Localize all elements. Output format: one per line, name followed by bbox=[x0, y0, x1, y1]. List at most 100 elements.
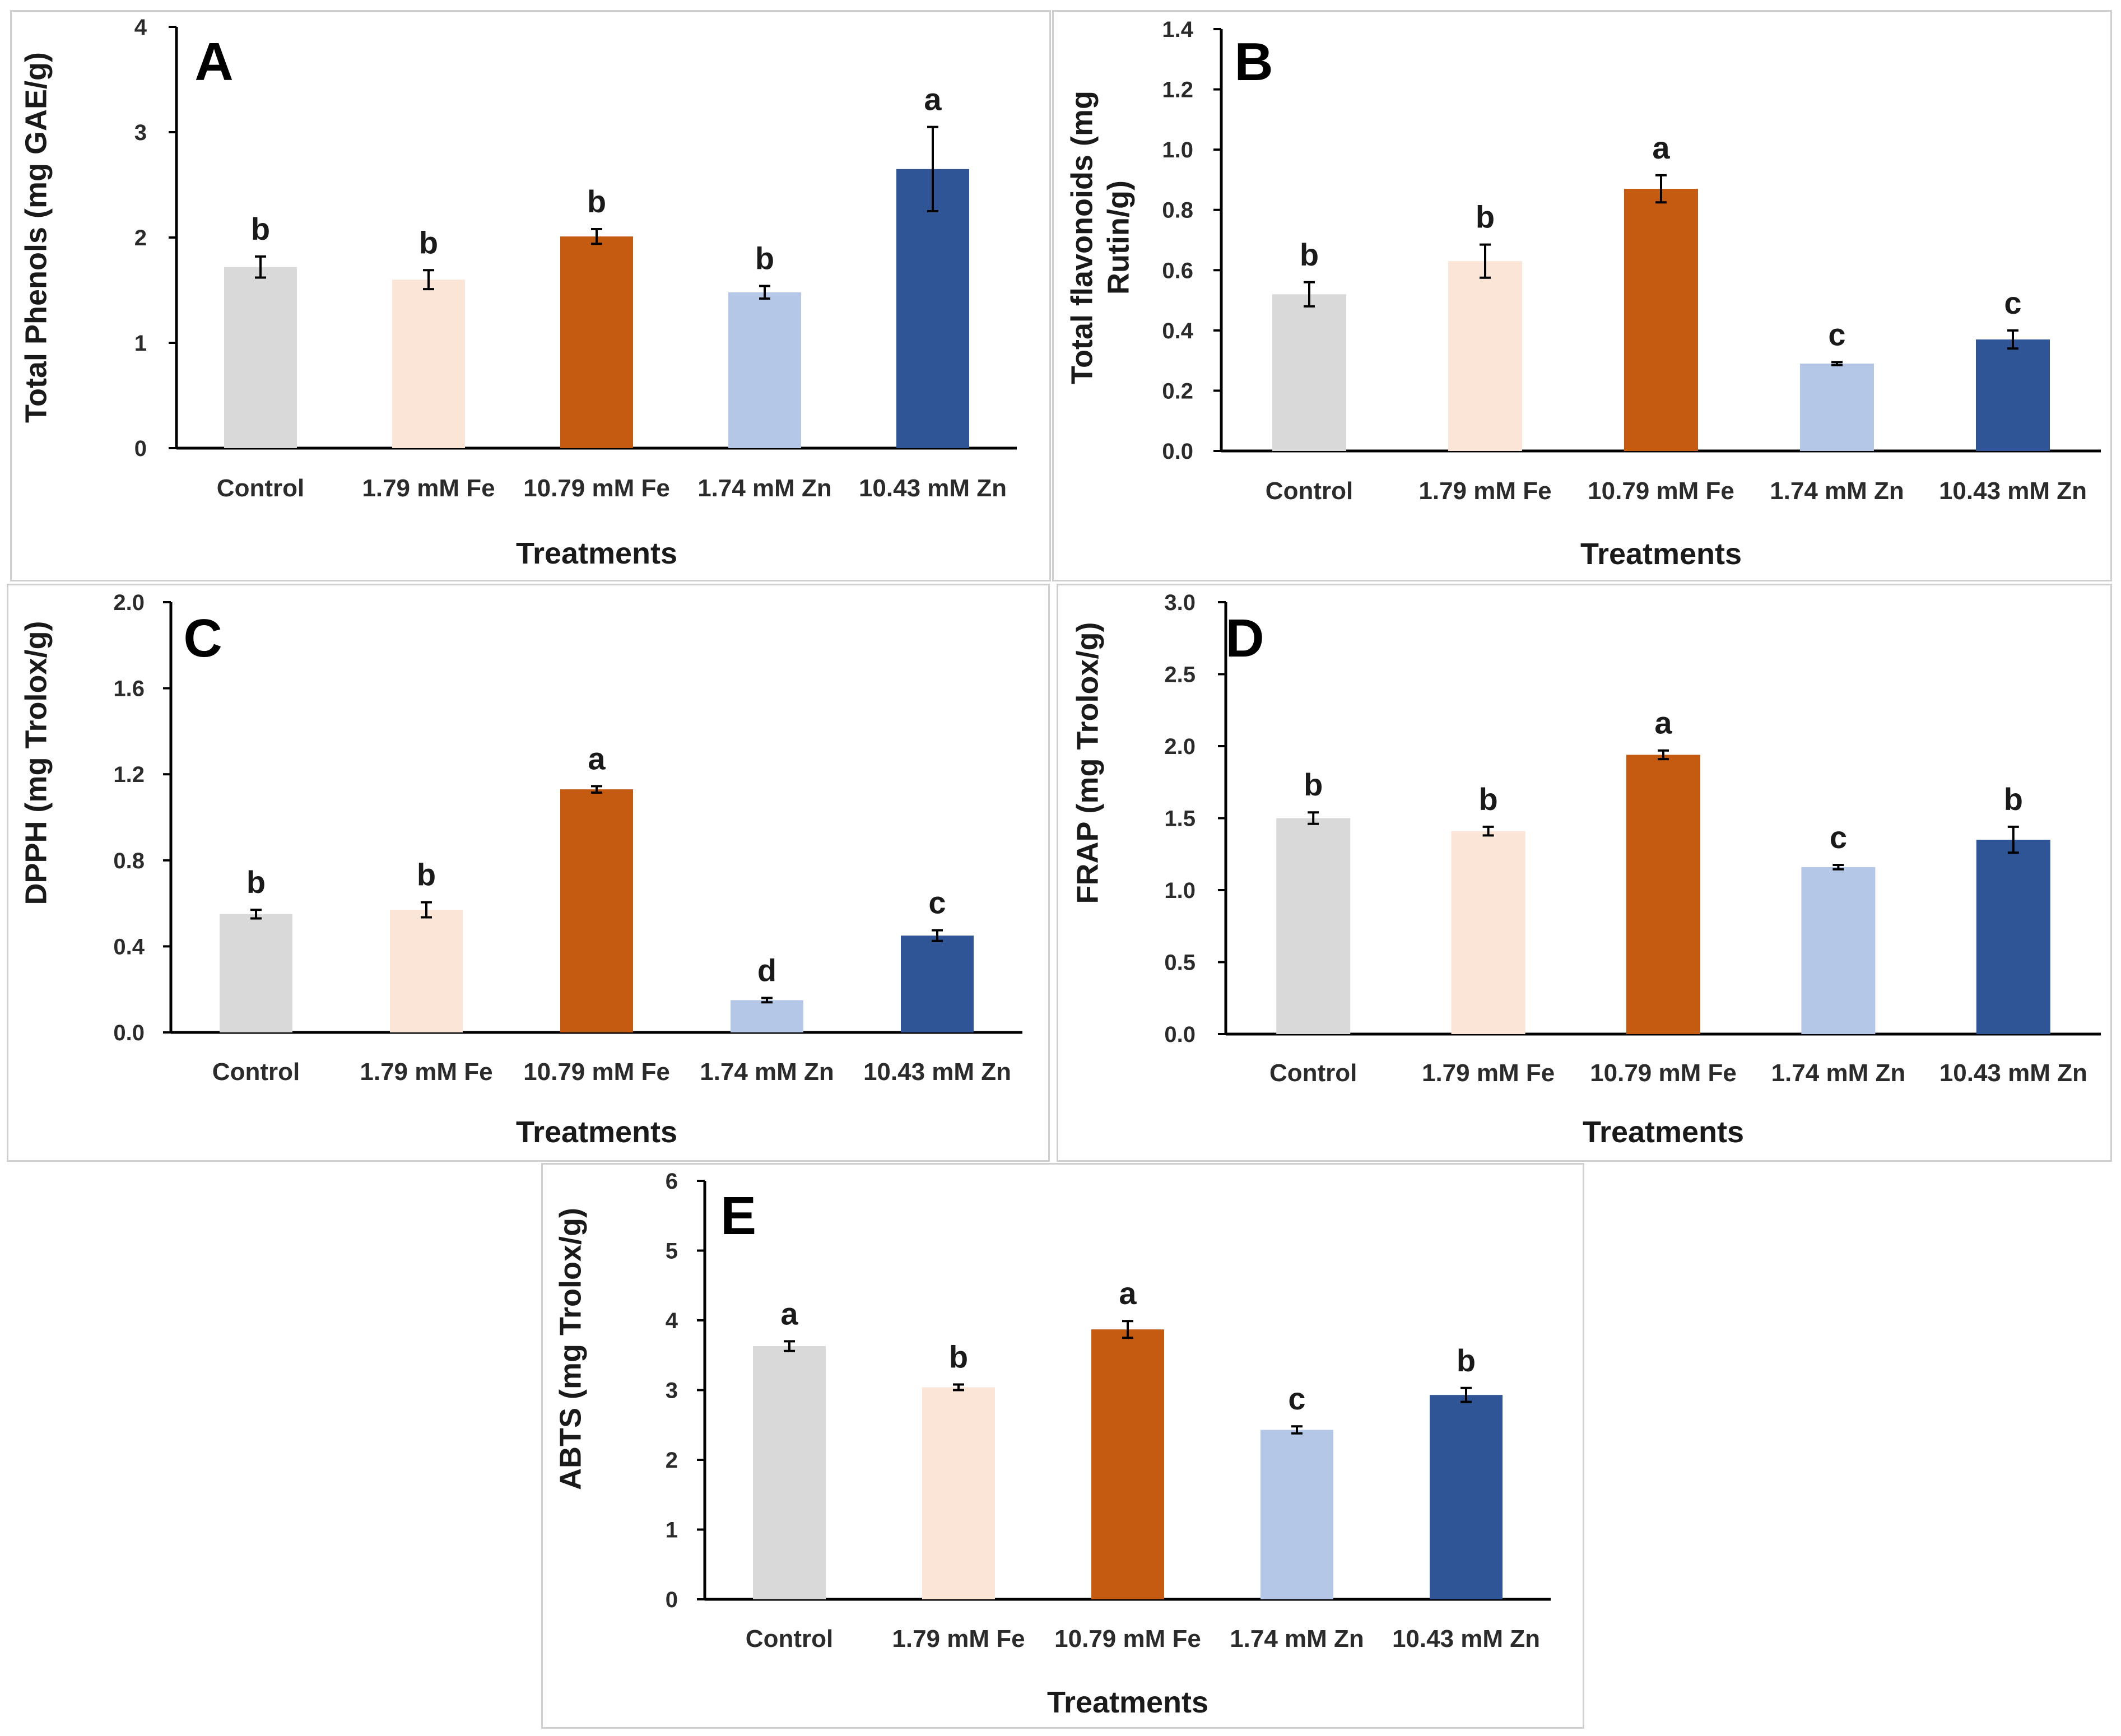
bar bbox=[224, 267, 297, 448]
y-tick-label: 0.5 bbox=[1164, 951, 1196, 975]
x-axis-title: Treatments bbox=[1047, 1686, 1208, 1719]
bar bbox=[560, 236, 633, 448]
panel-c bbox=[7, 584, 1050, 1162]
bar bbox=[1800, 364, 1874, 451]
y-tick-label: 3.0 bbox=[1164, 590, 1196, 615]
chart-panel-b: B 0.0 0.2 0.4 0.6 0.8 1.0 1.2 1.4 Total flavonoid… bbox=[1065, 17, 2101, 571]
y-tick-label: 3 bbox=[666, 1379, 678, 1403]
category-label: Control bbox=[1269, 1059, 1357, 1087]
y-axis-title: ABTS (mg Trolox/g) bbox=[553, 1208, 587, 1490]
chart-panel-c: C 0.0 0.4 0.8 1.2 1.6 2.0 DPPH (mg Trolox/g) Tre… bbox=[19, 590, 1022, 1149]
chart-panel-d: D 0.0 0.5 1.0 1.5 2.0 2.5 3.0 FRAP (mg Trolox/g)… bbox=[1071, 590, 2101, 1149]
category-label: Control bbox=[217, 474, 304, 502]
significance-letter: b bbox=[1304, 767, 1323, 802]
y-axis-title: DPPH (mg Trolox/g) bbox=[19, 621, 53, 905]
significance-letter: a bbox=[924, 82, 942, 117]
bar bbox=[560, 789, 633, 1032]
category-label: 1.79 mM Fe bbox=[1422, 1059, 1555, 1087]
significance-letter: a bbox=[588, 741, 606, 776]
y-tick-label: 2 bbox=[666, 1448, 678, 1473]
category-label: Control bbox=[212, 1058, 300, 1086]
y-tick-label: 1.5 bbox=[1164, 807, 1196, 831]
bar bbox=[1448, 261, 1522, 451]
category-label: 10.43 mM Zn bbox=[859, 474, 1007, 502]
chart-panel-e: E 0 1 2 3 4 5 6 ABTS (mg Trolox/g) Treatments a Con… bbox=[553, 1169, 1551, 1719]
significance-letter: b bbox=[1476, 199, 1495, 235]
y-axis-title: Total flavonoids (mg bbox=[1065, 91, 1099, 384]
category-label: 1.74 mM Zn bbox=[697, 474, 832, 502]
bar bbox=[901, 936, 974, 1032]
y-tick-label: 0.0 bbox=[1164, 1022, 1196, 1047]
significance-letter: c bbox=[928, 885, 946, 920]
y-axis-title: Rutin/g) bbox=[1101, 180, 1135, 295]
panel-e bbox=[541, 1163, 1584, 1729]
panel-letter: C bbox=[183, 608, 222, 668]
category-label: 1.74 mM Zn bbox=[700, 1058, 834, 1086]
y-tick-label: 0.6 bbox=[1162, 258, 1193, 283]
y-axis-title: FRAP (mg Trolox/g) bbox=[1071, 622, 1104, 904]
bar bbox=[220, 914, 292, 1032]
bar bbox=[1626, 755, 1700, 1034]
bar bbox=[1260, 1430, 1333, 1599]
category-label: 1.74 mM Zn bbox=[1770, 477, 1904, 505]
y-tick-label: 0.0 bbox=[113, 1021, 145, 1045]
y-tick-label: 2.5 bbox=[1164, 663, 1196, 687]
significance-letter: b bbox=[949, 1339, 968, 1375]
y-tick-label: 0 bbox=[666, 1588, 678, 1612]
category-label: Control bbox=[746, 1625, 833, 1653]
category-label: 1.79 mM Fe bbox=[892, 1625, 1025, 1653]
category-label: 1.79 mM Fe bbox=[1418, 477, 1551, 505]
significance-letter: a bbox=[1652, 130, 1670, 165]
panel-letter: A bbox=[194, 32, 233, 92]
category-label: 10.43 mM Zn bbox=[1939, 477, 2087, 505]
significance-letter: b bbox=[1300, 237, 1319, 272]
significance-letter: a bbox=[1119, 1276, 1137, 1311]
category-label: 10.43 mM Zn bbox=[1939, 1059, 2087, 1087]
y-tick-label: 0 bbox=[134, 436, 147, 461]
significance-letter: d bbox=[757, 953, 776, 988]
y-tick-label: 2 bbox=[134, 226, 147, 250]
significance-letter: c bbox=[1828, 317, 1845, 352]
panel-letter: E bbox=[720, 1186, 756, 1246]
category-label: Control bbox=[1266, 477, 1353, 505]
bar bbox=[1624, 189, 1698, 451]
y-tick-label: 1.2 bbox=[113, 762, 145, 787]
x-axis-title: Treatments bbox=[516, 537, 677, 570]
y-tick-label: 4 bbox=[134, 15, 147, 40]
bar bbox=[392, 280, 465, 448]
y-tick-label: 1.4 bbox=[1162, 17, 1193, 42]
category-label: 1.74 mM Zn bbox=[1230, 1625, 1364, 1653]
significance-letter: b bbox=[2004, 781, 2023, 817]
panel-d bbox=[1057, 584, 2112, 1162]
category-label: 10.79 mM Fe bbox=[523, 474, 670, 502]
bar bbox=[731, 1000, 803, 1032]
x-axis-title: Treatments bbox=[1583, 1115, 1744, 1149]
y-tick-label: 1.0 bbox=[1162, 138, 1193, 162]
significance-letter: b bbox=[755, 240, 774, 276]
y-tick-label: 0.8 bbox=[113, 849, 145, 873]
significance-letter: b bbox=[417, 857, 436, 892]
significance-letter: b bbox=[1478, 781, 1497, 817]
y-tick-label: 2.0 bbox=[113, 590, 145, 615]
y-tick-label: 0.4 bbox=[113, 934, 145, 959]
category-label: 1.79 mM Fe bbox=[360, 1058, 492, 1086]
bar bbox=[896, 169, 969, 448]
y-tick-label: 5 bbox=[666, 1239, 678, 1264]
bar bbox=[753, 1346, 826, 1599]
y-tick-label: 1.6 bbox=[113, 677, 145, 701]
significance-letter: b bbox=[587, 184, 606, 219]
significance-letter: c bbox=[2004, 285, 2021, 320]
panel-b bbox=[1052, 10, 2112, 581]
y-axis-title: Total Phenols (mg GAE/g) bbox=[19, 52, 53, 423]
significance-letter: c bbox=[1830, 820, 1847, 855]
panel-a bbox=[10, 10, 1051, 581]
x-axis-title: Treatments bbox=[1580, 537, 1742, 571]
category-label: 1.74 mM Zn bbox=[1771, 1059, 1906, 1087]
significance-letter: b bbox=[246, 864, 266, 900]
y-tick-label: 1.0 bbox=[1164, 878, 1196, 903]
bar bbox=[922, 1387, 995, 1599]
bar bbox=[1091, 1329, 1164, 1599]
y-tick-label: 3 bbox=[134, 120, 147, 145]
y-tick-label: 1 bbox=[666, 1518, 678, 1543]
y-tick-label: 0.8 bbox=[1162, 198, 1193, 223]
